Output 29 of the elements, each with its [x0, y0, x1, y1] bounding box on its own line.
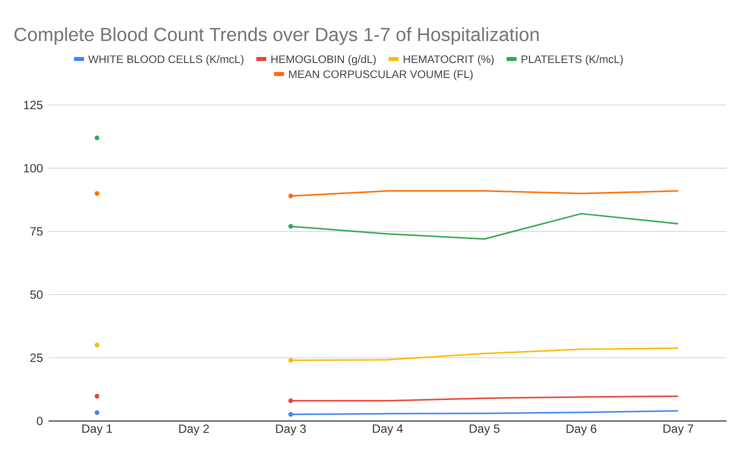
- x-tick-label: Day 2: [179, 424, 209, 436]
- legend-label: HEMOGLOBIN (g/dL): [271, 55, 376, 66]
- point: [94, 191, 100, 196]
- point: [94, 410, 100, 415]
- point: [94, 342, 100, 348]
- y-tick-label: 125: [24, 100, 43, 110]
- x-tick-label: Day 7: [664, 424, 694, 436]
- point: [288, 358, 294, 363]
- point: [94, 394, 100, 399]
- x-tick-label: Day 3: [276, 424, 306, 436]
- x-tick-label: Day 1: [82, 424, 112, 436]
- point: [288, 194, 294, 198]
- x-tick-label: Day 5: [470, 424, 500, 436]
- legend-label: HEMATOCRIT (%): [404, 55, 494, 66]
- y-tick-label: 50: [30, 290, 43, 299]
- y-tick-label: 100: [24, 164, 43, 172]
- point: [288, 412, 294, 417]
- legend-label: PLATELETS (K/mcL): [522, 55, 623, 66]
- legend-label: MEAN CORPUSCULAR VOUME (FL): [289, 70, 473, 80]
- x-tick-label: Day 6: [566, 424, 596, 436]
- point: [288, 224, 294, 229]
- point: [288, 398, 294, 404]
- y-tick-label: 25: [30, 354, 43, 362]
- point: [94, 136, 100, 140]
- y-tick-label: 75: [30, 227, 43, 236]
- legend-label: WHITE BLOOD CELLS (K/mcL): [88, 55, 244, 66]
- x-tick-label: Day 4: [372, 424, 403, 436]
- chart-title: Complete Blood Count Trends over Days 1-7 of Hospitalization: [14, 27, 539, 45]
- y-tick-label: 0: [36, 416, 43, 426]
